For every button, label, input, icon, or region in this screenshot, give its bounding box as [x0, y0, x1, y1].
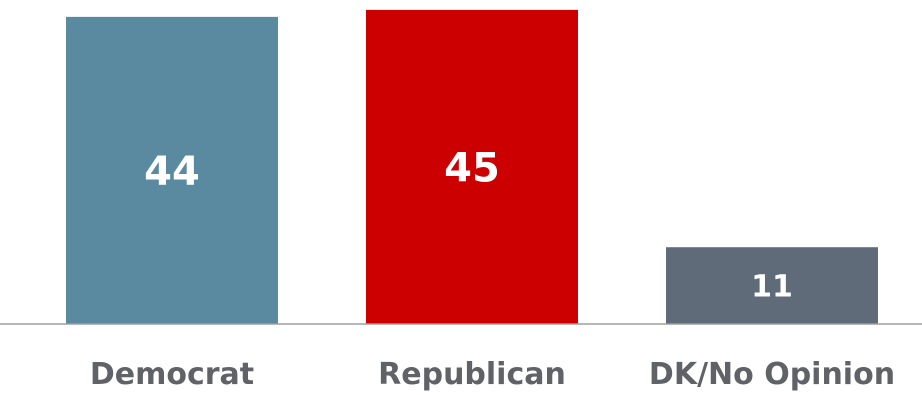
- bar-0: [66, 16, 278, 325]
- category-label-2: DK/No Opinion: [649, 357, 895, 392]
- value-labels-group: 44 45 11: [144, 145, 793, 304]
- value-label-2: 11: [751, 269, 793, 304]
- category-label-0: Democrat: [90, 357, 254, 392]
- value-label-1: 45: [444, 145, 500, 191]
- category-label-1: Republican: [378, 357, 566, 392]
- bar-2: [666, 247, 878, 324]
- bars-group: [66, 9, 878, 325]
- category-labels-group: Democrat Republican DK/No Opinion: [90, 357, 895, 392]
- bar-1: [366, 9, 578, 325]
- value-label-0: 44: [144, 149, 200, 195]
